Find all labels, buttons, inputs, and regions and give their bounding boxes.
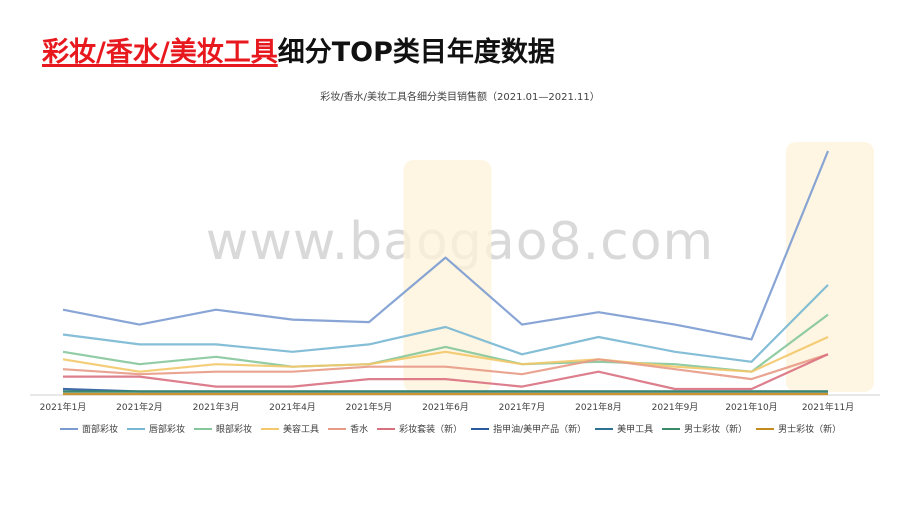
legend-swatch	[471, 427, 490, 430]
legend-swatch	[127, 427, 146, 430]
page-title-highlight: 彩妆/香水/美妆工具	[42, 37, 278, 68]
page-title-rest: 细分TOP类目年度数据	[277, 37, 555, 68]
legend-label: 香水	[350, 425, 369, 435]
legend-label: 唇部彩妆	[149, 425, 186, 435]
series-line-3	[62, 335, 829, 373]
legend-swatch	[377, 427, 396, 430]
legend-item: 唇部彩妆	[127, 422, 185, 435]
series-line-1	[62, 284, 829, 363]
legend-swatch	[756, 427, 775, 430]
highlight-band	[403, 160, 492, 392]
x-tick-label: 2021年6月	[422, 401, 469, 413]
legend-item: 眼部彩妆	[194, 422, 252, 435]
legend-item: 美甲工具	[595, 422, 653, 435]
chart-legend: 面部彩妆 唇部彩妆 眼部彩妆 美容工具 香水 彩妆套装（新） 指甲油/美甲产品（新） 美甲工具…	[60, 422, 850, 435]
legend-item: 男士彩妆（新）	[756, 422, 841, 435]
series-line-4	[62, 353, 829, 381]
legend-swatch	[328, 427, 347, 430]
legend-label: 眼部彩妆	[216, 425, 253, 435]
legend-swatch	[662, 427, 681, 430]
legend-swatch	[60, 427, 78, 430]
page-title: 彩妆/香水/美妆工具细分TOP类目年度数据	[42, 30, 555, 69]
series-line-2	[62, 313, 829, 373]
legend-item: 面部彩妆	[60, 422, 118, 435]
highlight-band	[786, 142, 874, 392]
x-tick-label: 2021年8月	[575, 401, 622, 413]
x-tick-label: 2021年10月	[725, 401, 777, 413]
legend-label: 美甲工具	[617, 425, 654, 435]
series-line-0	[62, 150, 830, 341]
legend-item: 美容工具	[261, 422, 319, 435]
legend-label: 美容工具	[283, 425, 320, 435]
x-tick-label: 2021年11月	[802, 401, 854, 413]
legend-label: 指甲油/美甲产品（新）	[493, 425, 587, 435]
x-tick-label: 2021年1月	[40, 401, 87, 413]
legend-label: 面部彩妆	[82, 425, 119, 435]
legend-item: 指甲油/美甲产品（新）	[471, 422, 586, 435]
x-tick-label: 2021年5月	[346, 401, 393, 413]
x-tick-label: 2021年2月	[116, 401, 163, 413]
legend-swatch	[194, 427, 213, 430]
legend-label: 彩妆套装（新）	[399, 425, 463, 435]
legend-swatch	[261, 427, 280, 430]
legend-item: 彩妆套装（新）	[377, 422, 462, 435]
legend-label: 男士彩妆（新）	[684, 425, 748, 435]
x-tick-label: 2021年7月	[499, 401, 546, 413]
legend-label: 男士彩妆（新）	[778, 425, 842, 435]
legend-swatch	[595, 427, 614, 430]
legend-item: 香水	[328, 422, 368, 435]
series-line-5	[63, 353, 829, 391]
x-tick-label: 2021年9月	[652, 401, 699, 413]
chart-title: 彩妆/香水/美妆工具各细分类目销售额（2021.01—2021.11）	[320, 92, 600, 103]
legend-item: 男士彩妆（新）	[662, 422, 747, 435]
x-tick-label: 2021年4月	[269, 401, 316, 413]
x-tick-label: 2021年3月	[193, 401, 240, 413]
